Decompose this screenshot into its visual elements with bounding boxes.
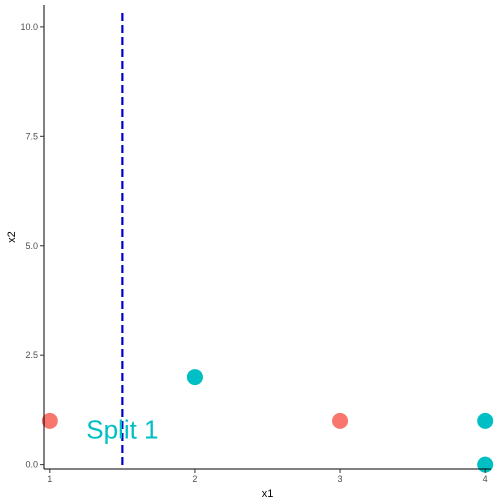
y-tick-label: 10.0 [20,22,38,32]
x-axis-ticks: 1 2 3 4 [47,469,488,484]
y-tick-label: 0.0 [25,460,38,470]
x-tick-label: 4 [483,474,488,484]
y-tick-label: 7.5 [25,131,38,141]
y-axis-ticks: 0.0 2.5 5.0 7.5 10.0 [20,22,44,470]
data-point [186,369,203,386]
x-tick-label: 1 [47,474,52,484]
x-tick-label: 3 [338,474,343,484]
x-tick-label: 2 [192,474,197,484]
split-annotation: Split 1 [86,415,158,445]
x-axis-title: x1 [262,488,274,500]
data-point [477,412,494,429]
plot-area: Split 1 [41,13,494,473]
y-axis-title: x2 [6,231,18,243]
data-point [332,412,349,429]
y-tick-label: 2.5 [25,350,38,360]
y-tick-label: 5.0 [25,241,38,251]
data-point [41,412,58,429]
